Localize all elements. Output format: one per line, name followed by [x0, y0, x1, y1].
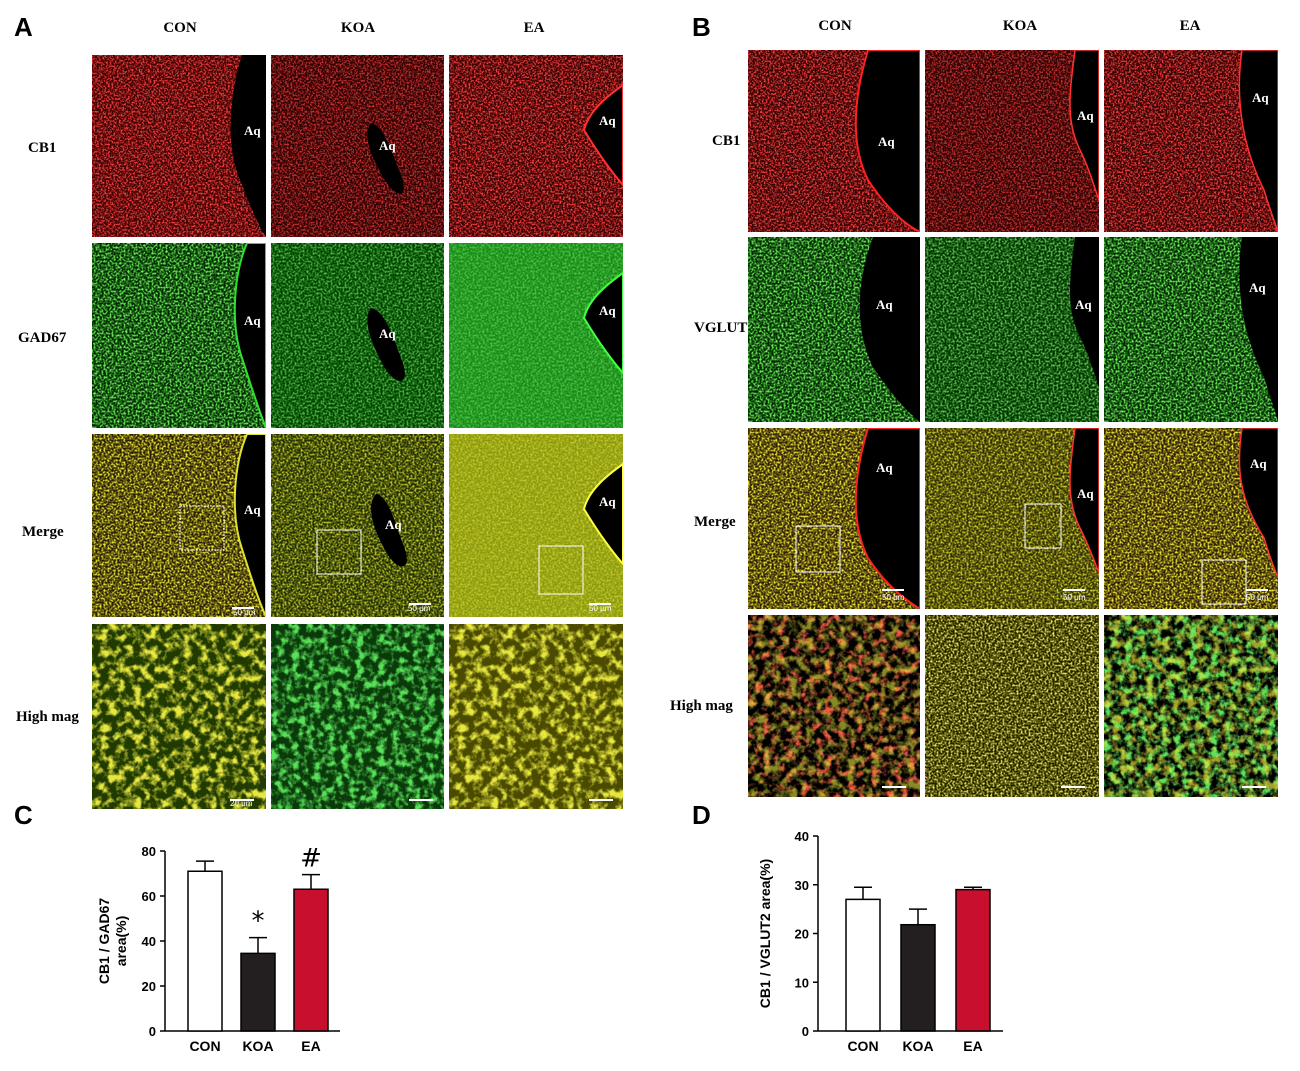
x-tick-label: CON	[189, 1038, 220, 1054]
panel-a-cb1-con-image: Aq	[92, 55, 266, 237]
panel-a-column-ea: EA	[523, 20, 545, 36]
panel-letter-a: A	[14, 12, 33, 42]
panel-b-merge-ea-image: Aq 50 μm	[1104, 428, 1278, 609]
bar	[845, 898, 881, 1032]
lumen-label: Aq	[1075, 297, 1092, 312]
panel-a-merge-con-image: Aq 50 μm	[92, 434, 266, 617]
y-tick-label: 40	[142, 934, 156, 949]
panel-b-vglut2-koa-image: Aq	[925, 237, 1099, 422]
scale-bar-label: 50 μm	[882, 593, 905, 602]
panel-a-row-merge: Merge	[22, 524, 64, 540]
panel-a-gad67-con-image: Aq	[92, 243, 266, 428]
panel-b-highmag-koa-image	[925, 615, 1099, 797]
panel-b-column-ea: EA	[1179, 18, 1201, 34]
panel-b-vglut2-con-image: Aq	[748, 237, 920, 422]
y-tick-label: 20	[142, 979, 156, 994]
panel-a-highmag-koa-image	[271, 624, 444, 809]
lumen-label: Aq	[1250, 456, 1267, 471]
lumen-label: Aq	[379, 326, 396, 341]
panel-a-cb1-koa-image: Aq	[271, 55, 444, 237]
panel-b-column-con: CON	[818, 18, 852, 34]
panel-a-merge-koa-image: Aq 50 μm	[271, 434, 444, 617]
bar	[240, 952, 276, 1032]
lumen-label: Aq	[878, 134, 895, 149]
lumen-label: Aq	[599, 113, 616, 128]
y-tick-label: 30	[795, 878, 809, 893]
panel-a-highmag-con-image: 20 μm	[92, 624, 266, 809]
panel-b-row-merge: Merge	[694, 514, 736, 530]
panel-a-cb1-ea-image: Aq	[449, 55, 623, 237]
panel-a-row-cb1: CB1	[28, 140, 57, 156]
panel-b-row-high-mag: High mag	[670, 698, 733, 714]
y-tick-label: 0	[149, 1024, 156, 1039]
scale-bar-label: 50 μm	[1063, 593, 1086, 602]
y-axis-label: CB1 / VGLUT2 area(%)	[757, 859, 773, 1008]
x-tick-label: CON	[847, 1038, 878, 1054]
significance-marker: #	[300, 844, 322, 874]
bar	[955, 888, 991, 1032]
panel-b-highmag-ea-image	[1104, 615, 1278, 797]
y-tick-label: 0	[802, 1024, 809, 1039]
scale-bar-label: 50 μm	[233, 608, 256, 617]
x-tick-label: EA	[301, 1038, 320, 1054]
scale-bar-label: 50 μm	[589, 604, 612, 613]
lumen-label: Aq	[1077, 486, 1094, 501]
lumen-label: Aq	[876, 297, 893, 312]
scale-bar-label: 50 μm	[1246, 593, 1269, 602]
panel-a-column-koa: KOA	[340, 20, 376, 36]
lumen-label: Aq	[1077, 108, 1094, 123]
panel-a-gad67-ea-image: Aq	[449, 243, 623, 428]
panel-a-highmag-ea-image	[449, 624, 623, 809]
panel-b-cb1-koa-image: Aq	[925, 50, 1099, 232]
panel-letter-c: C	[14, 800, 33, 830]
bar	[293, 888, 329, 1032]
y-tick-label: 60	[142, 889, 156, 904]
bar	[900, 923, 936, 1032]
lumen-label: Aq	[599, 494, 616, 509]
panel-a-gad67-koa-image: Aq	[271, 243, 444, 428]
lumen-label: Aq	[244, 313, 261, 328]
x-tick-label: KOA	[242, 1038, 273, 1054]
panel-b-highmag-con-image	[748, 615, 920, 797]
lumen-label: Aq	[1249, 280, 1266, 295]
scale-bar-label: 20 μm	[230, 799, 253, 808]
panel-letter-d: D	[692, 800, 711, 830]
significance-marker: *	[252, 907, 265, 937]
y-tick-label: 20	[795, 927, 809, 942]
lumen-label: Aq	[385, 517, 402, 532]
panel-a-row-high-mag: High mag	[16, 709, 79, 725]
y-tick-label: 10	[795, 975, 809, 990]
lumen-label: Aq	[244, 502, 261, 517]
lumen-label: Aq	[244, 123, 261, 138]
panel-b-row-cb1: CB1	[712, 133, 741, 149]
panel-b-vglut2-ea-image: Aq	[1104, 237, 1278, 422]
panel-a-column-con: CON	[163, 20, 197, 36]
panel-b-row-vglut2: VGLUT2	[694, 320, 755, 336]
panel-b-cb1-ea-image: Aq	[1104, 50, 1278, 232]
lumen-label: Aq	[876, 460, 893, 475]
lumen-label: Aq	[379, 138, 396, 153]
bar	[187, 870, 223, 1032]
scale-bar-label: 50 μm	[408, 604, 431, 613]
chart-d: 0 10 20 30 40 CB1 / VGLUT2 area(%) CON KOA EA	[757, 829, 1003, 1054]
panel-b-cb1-con-image: Aq	[748, 50, 920, 232]
y-tick-label: 80	[142, 844, 156, 859]
panel-a-merge-ea-image: Aq 50 μm	[449, 434, 623, 617]
panel-a-row-gad67: GAD67	[18, 330, 67, 346]
lumen-label: Aq	[599, 303, 616, 318]
y-axis-label: CB1 / GAD67area(%)	[96, 898, 129, 985]
chart-c: 0 20 40 60 80 CB1 / GAD67area(%) CON KOA * EA #	[96, 844, 340, 1054]
lumen-label: Aq	[1252, 90, 1269, 105]
x-tick-label: KOA	[902, 1038, 933, 1054]
panel-b-column-koa: KOA	[1002, 18, 1038, 34]
x-tick-label: EA	[963, 1038, 982, 1054]
y-tick-label: 40	[795, 829, 809, 844]
panel-letter-b: B	[692, 12, 711, 42]
panel-b-merge-con-image: Aq 50 μm	[748, 428, 920, 609]
panel-b-merge-koa-image: Aq 50 μm	[925, 428, 1099, 609]
